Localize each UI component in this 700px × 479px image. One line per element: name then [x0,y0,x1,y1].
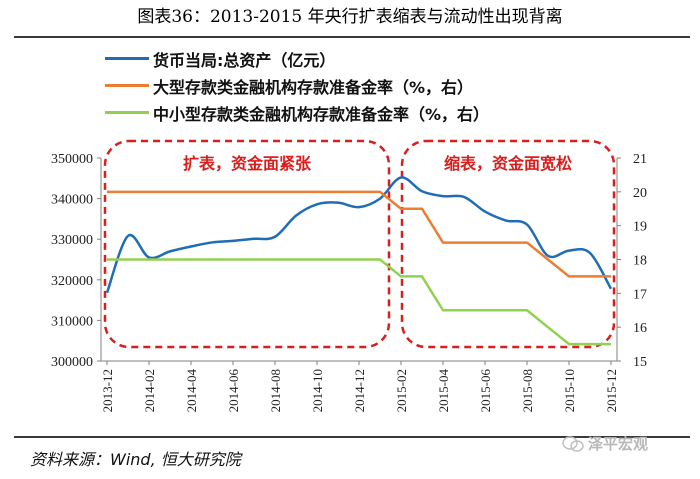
annotation-label: 扩表，资金面紧张 [183,154,312,173]
series-line-1 [107,190,611,278]
annotation-label: 缩表，资金面宽松 [444,154,572,173]
right-tick-label: 19 [633,220,647,235]
legend-item-total-assets: 货币当局:总资产（亿元） [105,45,489,72]
right-tick-label: 21 [633,152,647,167]
series-line-2 [107,258,611,346]
wechat-icon [562,435,584,452]
left-tick-label: 340000 [51,193,93,208]
left-tick-label: 320000 [51,274,93,289]
x-tick-label: 2015-10 [562,369,577,412]
legend: 货币当局:总资产（亿元） 大型存款类金融机构存款准备金率（%，右） 中小型存款类… [105,45,489,126]
x-tick-label: 2014-04 [184,369,199,413]
legend-item-large-rrr: 大型存款类金融机构存款准备金率（%，右） [105,72,489,99]
left-tick-label: 350000 [51,152,93,167]
series-line-0 [105,176,613,294]
annotation-box [103,139,391,349]
x-tick-label: 2014-12 [352,369,367,412]
right-tick-label: 18 [633,254,647,269]
legend-swatch-blue [105,57,149,60]
title-divider [14,36,690,38]
watermark: 泽平宏观 [562,433,648,454]
x-tick-label: 2013-12 [100,369,115,412]
left-tick-label: 300000 [51,355,93,370]
x-tick-label: 2015-02 [394,369,409,412]
legend-label: 货币当局:总资产（亿元） [153,50,336,70]
left-tick-label: 330000 [51,233,93,248]
right-tick-label: 16 [633,321,647,336]
x-tick-label: 2014-02 [142,369,157,412]
right-tick-label: 17 [633,287,647,302]
footer-divider [14,436,690,438]
legend-swatch-green [105,111,149,114]
x-tick-label: 2015-12 [604,369,619,412]
left-tick-label: 310000 [51,314,93,329]
right-tick-label: 15 [633,355,647,370]
watermark-text: 泽平宏观 [588,435,649,453]
source-note: 资料来源：Wind, 恒大研究院 [30,450,241,469]
legend-label: 大型存款类金融机构存款准备金率（%，右） [153,77,474,97]
x-tick-label: 2015-06 [478,369,493,413]
legend-item-small-rrr: 中小型存款类金融机构存款准备金率（%，右） [105,99,489,126]
annotation-box [400,139,616,349]
x-tick-label: 2014-06 [226,369,241,413]
x-tick-label: 2015-04 [436,369,451,413]
chart-title: 图表36：2013-2015 年央行扩表缩表与流动性出现背离 [137,7,563,27]
legend-label: 中小型存款类金融机构存款准备金率（%，右） [153,104,490,124]
x-tick-label: 2014-10 [310,369,325,412]
x-tick-label: 2014-08 [268,369,283,412]
right-tick-label: 20 [633,186,647,201]
x-tick-label: 2015-08 [520,369,535,412]
legend-swatch-orange [105,84,149,87]
